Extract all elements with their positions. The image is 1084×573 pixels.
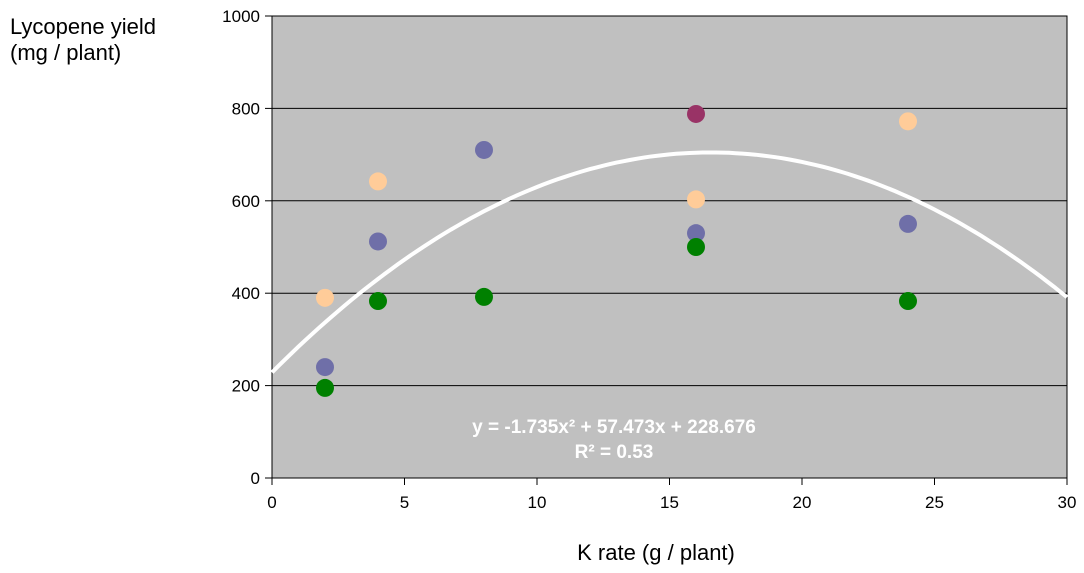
- x-axis-label: K rate (g / plant): [577, 540, 735, 565]
- y-tick-label: 0: [251, 469, 260, 488]
- data-point: [687, 238, 705, 256]
- data-point: [899, 292, 917, 311]
- trendline-equation: y = -1.735x² + 57.473x + 228.676: [472, 417, 756, 438]
- y-tick-label: 800: [232, 99, 260, 118]
- data-point: [369, 172, 387, 191]
- data-point: [316, 358, 334, 377]
- y-axis-label-line2: (mg / plant): [10, 40, 122, 65]
- x-tick-label: 0: [267, 493, 276, 512]
- data-point: [316, 288, 334, 307]
- trendline-r-squared: R² = 0.53: [575, 442, 654, 463]
- data-point: [687, 104, 705, 123]
- data-point: [687, 224, 705, 243]
- data-point: [899, 112, 917, 131]
- y-tick-label: 600: [232, 192, 260, 211]
- data-point: [369, 232, 387, 251]
- y-tick-label: 400: [232, 284, 260, 303]
- x-tick-label: 15: [660, 493, 679, 512]
- y-tick-label: 1000: [222, 7, 260, 26]
- x-tick-label: 5: [400, 493, 409, 512]
- trendline: [270, 150, 1069, 374]
- data-point: [475, 287, 493, 306]
- data-point: [369, 292, 387, 311]
- x-tick-label: 10: [528, 493, 547, 512]
- x-tick-label: 25: [925, 493, 944, 512]
- plot-area: [271, 15, 1068, 479]
- x-tick-label: 20: [793, 493, 812, 512]
- y-tick-label: 200: [232, 377, 260, 396]
- y-axis-label-line1: Lycopene yield: [10, 14, 156, 39]
- data-point: [687, 190, 705, 209]
- data-point: [475, 140, 493, 159]
- x-tick-label: 30: [1058, 493, 1077, 512]
- y-axis-label: Lycopene yield (mg / plant): [10, 14, 156, 66]
- data-point: [316, 378, 334, 397]
- data-point: [899, 214, 917, 233]
